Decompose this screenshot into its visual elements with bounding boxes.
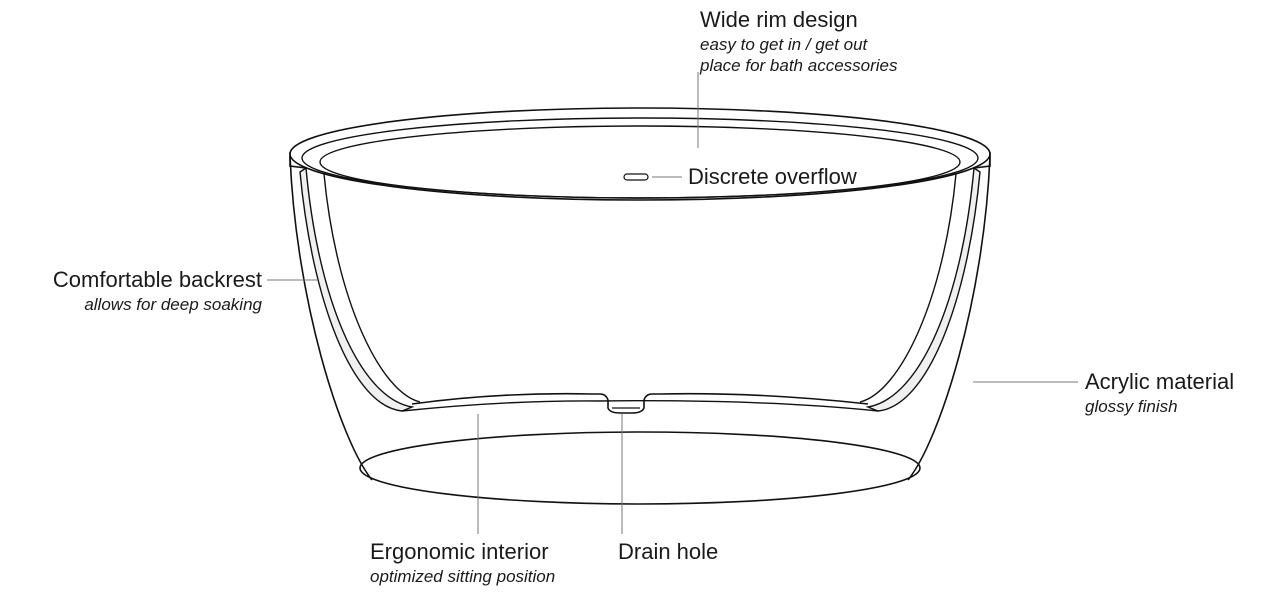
callout-title: Drain hole — [618, 538, 718, 566]
callout-acrylic: Acrylic material glossy finish — [1085, 368, 1234, 417]
tub-inner-wall-left — [324, 174, 420, 402]
callout-backrest: Comfortable backrest allows for deep soa… — [16, 266, 262, 315]
callout-sub: optimized sitting position — [370, 566, 555, 587]
tub-inner-wall-right — [860, 174, 956, 402]
callout-sub: place for bath accessories — [700, 55, 898, 76]
basin-floor-bottom — [402, 401, 878, 411]
callout-wide-rim: Wide rim design easy to get in / get out… — [700, 6, 898, 76]
section-cut-right — [868, 168, 980, 411]
callout-sub: easy to get in / get out — [700, 34, 898, 55]
callout-drain: Drain hole — [618, 538, 718, 566]
callout-title: Wide rim design — [700, 6, 898, 34]
diagram-stage: Wide rim design easy to get in / get out… — [0, 0, 1280, 595]
callout-ergonomic: Ergonomic interior optimized sitting pos… — [370, 538, 555, 587]
basin-floor-top — [412, 394, 868, 413]
callout-sub: glossy finish — [1085, 396, 1234, 417]
tub-base-ellipse — [360, 432, 920, 504]
callout-discrete-overflow: Discrete overflow — [688, 164, 857, 190]
callout-title: Comfortable backrest — [16, 266, 262, 294]
callout-sub: allows for deep soaking — [16, 294, 262, 315]
callout-title: Acrylic material — [1085, 368, 1234, 396]
callout-title: Ergonomic interior — [370, 538, 555, 566]
overflow-hole — [624, 174, 648, 180]
section-cut-left — [300, 168, 412, 411]
